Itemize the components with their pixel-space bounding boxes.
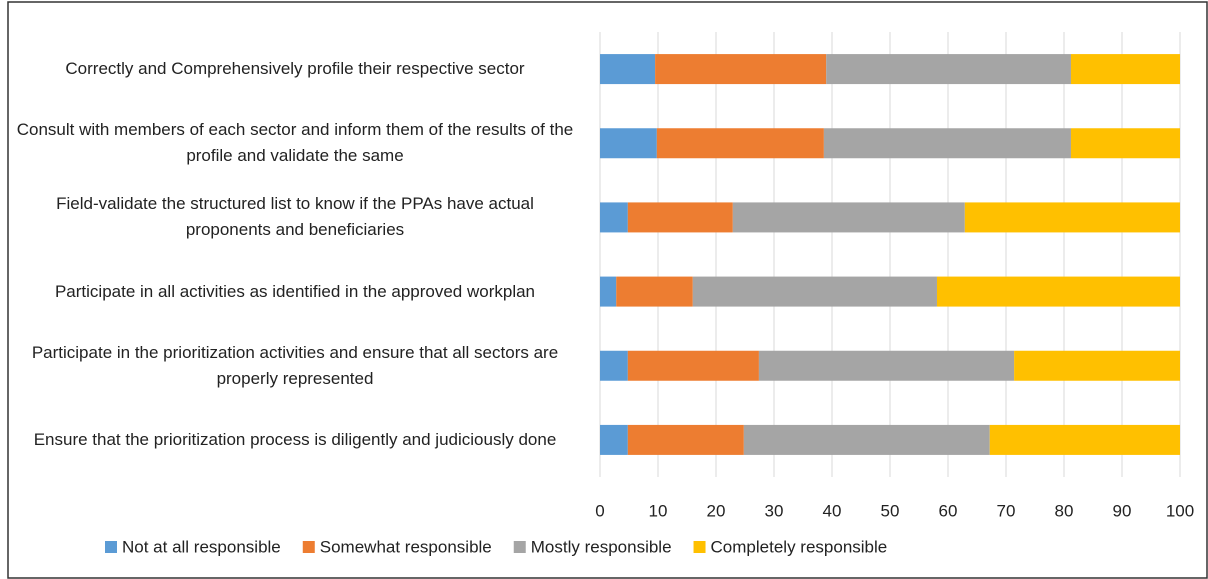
bar-segment [627, 202, 733, 233]
legend-swatch [105, 541, 117, 553]
legend-label: Completely responsible [711, 537, 888, 556]
x-tick-label: 100 [1166, 501, 1194, 520]
bar-segment [600, 128, 657, 159]
bar-segment [655, 54, 827, 85]
bar-segment [627, 424, 744, 455]
x-tick-label: 0 [595, 501, 604, 520]
bar-segment [616, 276, 693, 307]
bar-segment [600, 424, 628, 455]
bar-segment [1070, 128, 1180, 159]
bar-segment [1070, 54, 1180, 85]
x-tick-label: 60 [939, 501, 958, 520]
legend-swatch [693, 541, 706, 553]
legend-swatch [513, 541, 526, 553]
x-tick-label: 70 [997, 501, 1016, 520]
bar-segment [743, 424, 990, 455]
bar-segment [692, 276, 937, 307]
bar-segment [600, 202, 628, 233]
x-tick-label: 30 [765, 501, 784, 520]
legend-swatch [302, 541, 315, 553]
legend-label: Not at all responsible [122, 537, 281, 556]
x-tick-label: 10 [649, 501, 668, 520]
bar-segment [656, 128, 824, 159]
bar-segment [600, 350, 628, 381]
bar-segment [600, 54, 656, 85]
y-tick-label: Correctly and Comprehensively profile th… [65, 59, 525, 79]
y-tick-label: Ensure that the prioritization process i… [33, 429, 557, 449]
legend-label: Mostly responsible [531, 537, 672, 556]
bar-segment [936, 276, 1180, 307]
y-tick-label: Participate in all activities as identif… [54, 281, 536, 301]
x-tick-label: 40 [823, 501, 842, 520]
bar-segment [823, 128, 1071, 159]
y-tick-label: Field-validate the structured list to kn… [56, 194, 534, 240]
y-tick-label: Consult with members of each sector and … [16, 120, 574, 166]
bar-segment [600, 276, 617, 307]
bar-segment [964, 202, 1180, 233]
x-tick-label: 20 [707, 501, 726, 520]
x-tick-label: 80 [1055, 501, 1074, 520]
y-tick-label: Participate in the prioritization activi… [31, 342, 559, 388]
bar-segment [1014, 350, 1180, 381]
bar-segment [732, 202, 965, 233]
x-tick-label: 90 [1113, 501, 1132, 520]
bar-segment [989, 424, 1180, 455]
x-tick-label: 50 [881, 501, 900, 520]
bar-segment [758, 350, 1015, 381]
bar-segment [627, 350, 759, 381]
bar-segment [826, 54, 1071, 85]
legend-label: Somewhat responsible [320, 537, 492, 556]
chart-frame [7, 1, 1208, 579]
